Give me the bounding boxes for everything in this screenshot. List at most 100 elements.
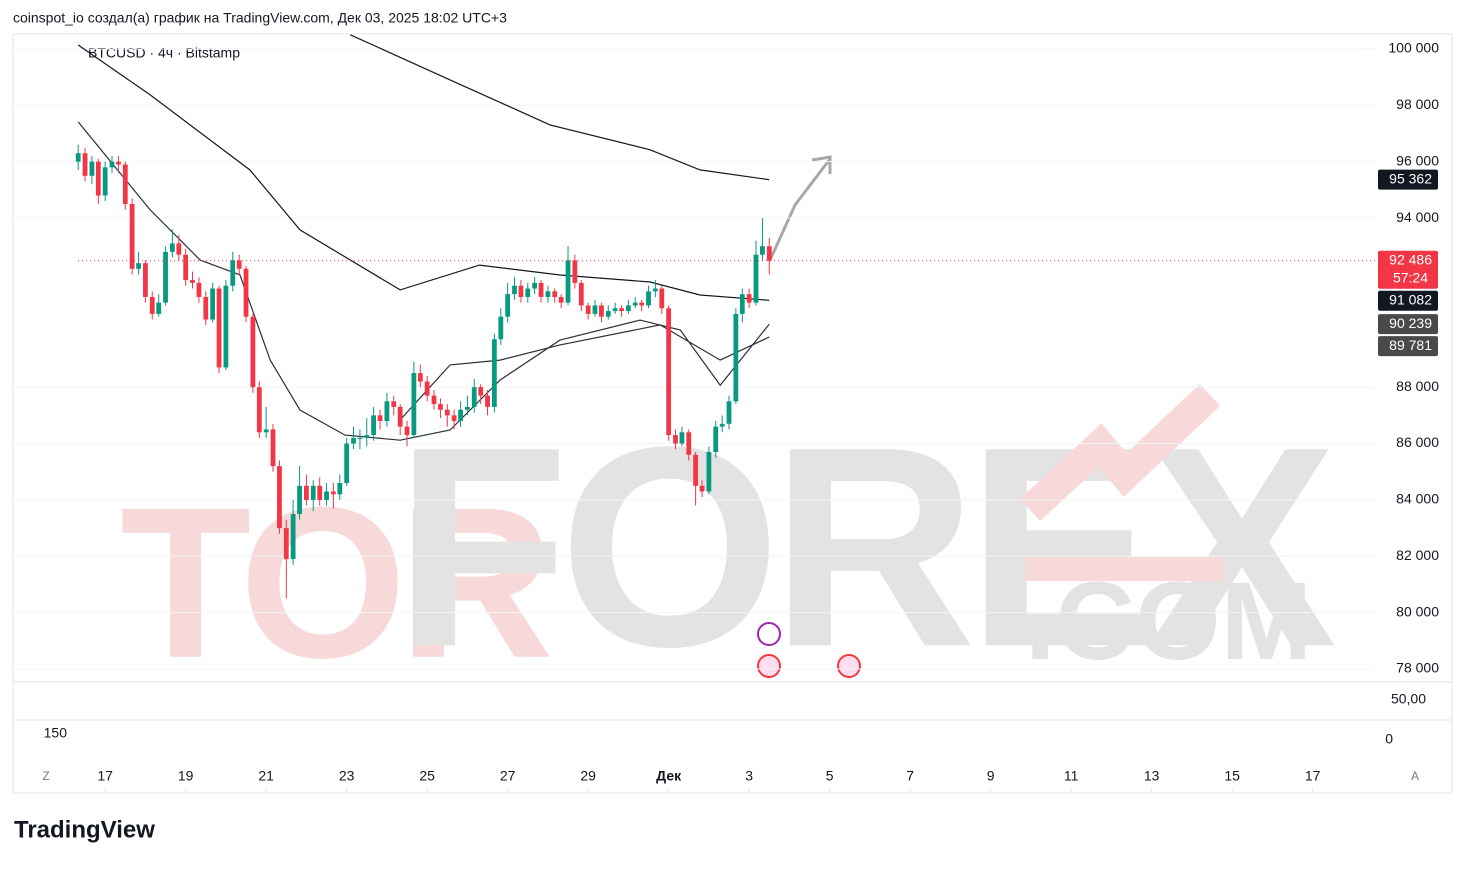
candle-body	[149, 296, 155, 314]
candle-body	[89, 161, 95, 176]
candle-body	[424, 381, 430, 396]
x-tick-label: 5	[826, 768, 834, 784]
candle-body	[102, 167, 108, 196]
candle-body	[612, 308, 618, 312]
price-label-box	[1378, 336, 1438, 357]
event-icon[interactable]	[837, 654, 861, 678]
candle-body	[236, 260, 242, 269]
watermark-text: FOREX	[395, 388, 1338, 706]
event-icon[interactable]	[757, 622, 781, 646]
candle-body	[351, 437, 356, 444]
price-label-box	[1378, 290, 1438, 311]
y-tick-label: 94 000	[1396, 209, 1439, 225]
candle-body	[505, 294, 511, 317]
candle-body	[109, 161, 115, 168]
candle-body	[256, 387, 262, 433]
candle-body	[176, 243, 182, 255]
price-label: 92 486	[1389, 251, 1432, 267]
candle-body	[183, 254, 189, 281]
candle-body	[397, 406, 403, 427]
candle-body	[538, 282, 544, 297]
x-tick-label: 11	[1064, 768, 1079, 784]
candle-body	[599, 305, 604, 317]
x-tick-label: 15	[1224, 768, 1240, 784]
candle-body	[337, 483, 343, 495]
candle-body	[679, 432, 685, 444]
symbol-title: BTCUSD · 4ч · Bitstamp	[88, 45, 240, 61]
x-tick-label: 13	[1144, 768, 1160, 784]
x-tick-label: Дек	[656, 768, 682, 784]
x-tick-label: 27	[500, 768, 516, 784]
x-tick-label: 21	[258, 768, 274, 784]
candle-body	[558, 296, 564, 303]
y-tick-label: 80 000	[1396, 603, 1439, 619]
candle-body	[760, 246, 765, 255]
candle-body	[310, 485, 316, 500]
y-tick-label: 88 000	[1396, 378, 1439, 394]
candle-body	[344, 443, 350, 484]
candle-body	[203, 296, 209, 320]
candle-body	[391, 401, 397, 407]
price-countdown: 57:24	[1393, 269, 1428, 285]
candle-body	[122, 164, 128, 204]
candle-body	[156, 302, 162, 314]
watermark-logo	[1025, 557, 1225, 581]
candle-body	[371, 415, 377, 436]
candle-body	[545, 291, 551, 297]
event-icon[interactable]	[757, 654, 781, 678]
candle-body	[719, 423, 725, 427]
candle-body	[465, 406, 470, 410]
candle-body	[585, 305, 591, 314]
candle-body	[283, 528, 289, 560]
candle-body	[646, 291, 651, 306]
candle-body	[739, 294, 745, 314]
candle-body	[143, 263, 148, 297]
moving-average	[350, 34, 770, 181]
y-tick-label: 96 000	[1396, 152, 1439, 168]
candle-body	[364, 435, 370, 438]
candle-body	[652, 288, 658, 292]
candle-body	[270, 429, 276, 467]
candle-body	[552, 291, 558, 297]
candle-body	[733, 313, 739, 402]
y-tick-label: 82 000	[1396, 547, 1439, 563]
candle-body	[223, 285, 229, 368]
event-icons	[757, 622, 861, 678]
y-tick-label: 100 000	[1388, 40, 1439, 56]
candle-body	[491, 339, 497, 407]
candle-body	[290, 514, 296, 560]
price-label-box	[1378, 314, 1438, 335]
price-label: 95 362	[1389, 170, 1432, 186]
candle-body	[384, 401, 390, 421]
candle-body	[324, 491, 329, 500]
x-tick-label: 3	[745, 768, 753, 784]
candle-body	[169, 243, 175, 252]
arrow-line	[769, 158, 832, 259]
x-tick-label: 25	[419, 768, 435, 784]
x-tick-label: 17	[97, 768, 113, 784]
candle-body	[666, 308, 672, 436]
candle-body	[485, 395, 490, 407]
candle-body	[578, 282, 584, 306]
plot-area	[13, 34, 1375, 670]
y-tick-label: 78 000	[1396, 660, 1439, 676]
y-tick-label: 84 000	[1396, 491, 1439, 507]
annotation-arrow	[769, 155, 832, 259]
candle-body	[116, 161, 121, 165]
candle-body	[317, 485, 323, 500]
candle-body	[686, 432, 692, 455]
x-tick-label: 23	[339, 768, 355, 784]
candle-body	[626, 305, 631, 312]
x-tick-label: 17	[1305, 768, 1321, 784]
pane-label: 50,00	[1391, 691, 1426, 707]
candle-body	[250, 316, 256, 388]
candle-body	[243, 268, 249, 317]
watermark: TOR FOREX .COM	[120, 384, 1348, 706]
candle-body	[592, 305, 598, 314]
arrow-head	[811, 155, 832, 174]
candle-body	[431, 395, 437, 405]
y-tick-label: 86 000	[1396, 434, 1439, 450]
price-label: 89 781	[1389, 337, 1432, 353]
button: Z	[42, 769, 49, 783]
